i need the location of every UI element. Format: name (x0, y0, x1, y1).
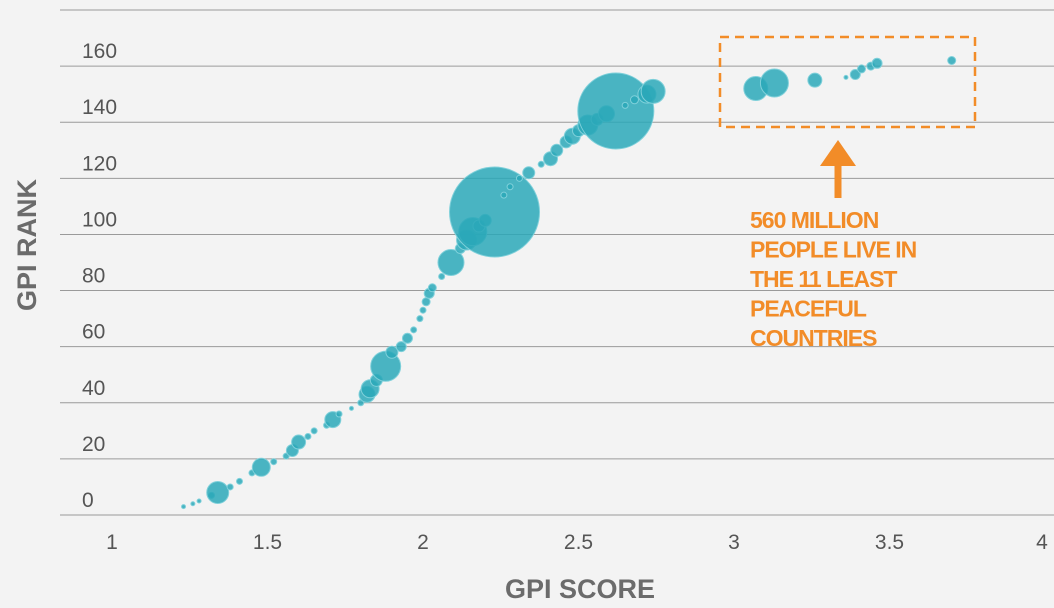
bubble (196, 498, 202, 504)
annotation-text: COUNTRIES (750, 325, 877, 351)
bubble (401, 332, 413, 344)
bubble (385, 345, 399, 359)
annotation-box (718, 35, 977, 129)
bubble (438, 273, 446, 281)
x-tick-label: 3 (728, 531, 740, 554)
bubble (291, 434, 307, 450)
bubble (522, 166, 536, 180)
x-tick-label: 4 (1036, 531, 1048, 554)
bubble (449, 166, 541, 258)
bubble (437, 249, 465, 276)
bubble (427, 283, 437, 293)
bubble (419, 306, 427, 314)
bubble (251, 457, 271, 477)
bubble (500, 191, 508, 199)
bubble (181, 504, 187, 510)
y-axis-label: GPI RANK (12, 178, 42, 311)
bubble (515, 174, 523, 182)
bubble (236, 477, 244, 485)
y-tick-label: 80 (82, 265, 105, 288)
bubble (206, 481, 230, 505)
bubble (506, 183, 514, 191)
annotation-text: 560 MILLION (750, 207, 879, 233)
annotation-arrowhead (820, 140, 856, 166)
x-tick-label: 1.5 (253, 531, 282, 554)
bubble (421, 297, 431, 307)
bubble (335, 410, 343, 418)
bubble (843, 74, 849, 80)
y-tick-label: 20 (82, 433, 105, 456)
bubble (310, 427, 318, 435)
annotation-text: THE 11 LEAST (750, 266, 897, 292)
y-tick-label: 120 (82, 152, 117, 175)
x-tick-label: 2.5 (564, 531, 593, 554)
bubble (226, 483, 234, 491)
y-tick-label: 60 (82, 321, 105, 344)
bubble (577, 72, 655, 150)
bubble (537, 160, 545, 168)
bubble (857, 64, 867, 74)
y-tick-label: 140 (82, 96, 117, 119)
annotation-text: PEOPLE LIVE IN (750, 237, 917, 263)
bubble (629, 95, 639, 105)
bubble (947, 56, 957, 65)
bubble (640, 78, 666, 104)
y-tick-label: 0 (82, 489, 94, 512)
bubble (270, 458, 278, 466)
bubble (416, 315, 424, 323)
y-tick-label: 100 (82, 208, 117, 231)
bubble (759, 68, 789, 98)
annotation-text: PEACEFUL (750, 296, 867, 322)
bubble (304, 432, 312, 440)
bubble (410, 326, 418, 334)
bubble (348, 405, 354, 411)
bubble (871, 57, 883, 69)
bubble (807, 72, 823, 88)
y-tick-label: 160 (82, 40, 117, 63)
bubble (849, 69, 861, 81)
bubble (190, 501, 196, 507)
x-tick-label: 2 (417, 531, 429, 554)
x-tick-label: 1 (106, 531, 118, 554)
bubble (621, 101, 629, 109)
bubble (395, 341, 407, 353)
x-tick-label: 3.5 (875, 531, 904, 554)
bubble (550, 143, 564, 157)
x-axis-label: GPI SCORE (505, 574, 655, 604)
y-tick-label: 40 (82, 377, 105, 400)
